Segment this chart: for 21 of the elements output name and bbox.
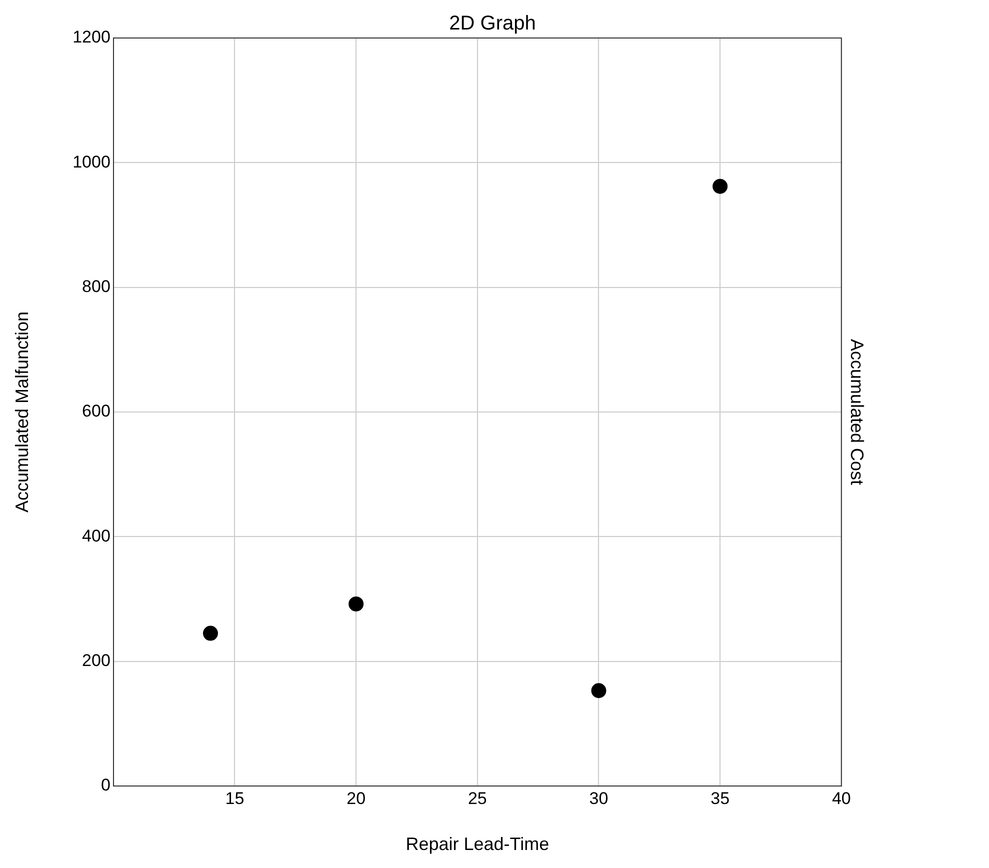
y-tick-label: 0 — [100, 776, 110, 795]
x-axis-title: Repair Lead-Time — [406, 834, 550, 854]
y-tick-label: 1000 — [72, 152, 110, 172]
y2-axis-title: Accumulated Cost — [847, 338, 868, 486]
x-tick-label: 30 — [589, 788, 608, 808]
point — [712, 178, 728, 194]
y-axis-title: Accumulated Malfunction — [12, 311, 32, 513]
y-tick-label: 400 — [82, 526, 110, 546]
point — [348, 596, 364, 612]
point — [202, 626, 218, 641]
y-tick-label: 200 — [82, 651, 110, 670]
x-tick-label: 35 — [710, 788, 730, 808]
y-tick-label: 600 — [82, 402, 110, 421]
x-tick-label: 15 — [225, 788, 244, 808]
x-tick-label: 25 — [468, 788, 487, 808]
x-tick-label: 20 — [346, 788, 366, 808]
point — [591, 683, 606, 698]
chart-title: 2D Graph — [449, 12, 536, 35]
x-tick-label: 40 — [832, 788, 851, 808]
y-tick-label: 800 — [82, 277, 110, 296]
y-tick-label: 1200 — [72, 28, 110, 47]
